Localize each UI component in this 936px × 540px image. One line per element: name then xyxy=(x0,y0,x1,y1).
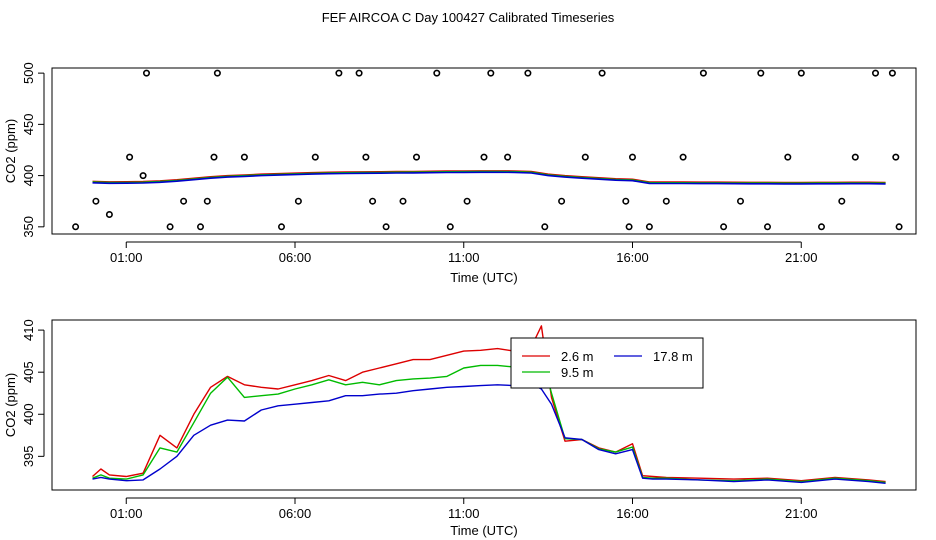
data-point xyxy=(143,69,151,77)
data-point xyxy=(355,69,363,77)
x-tick-label: 21:00 xyxy=(785,506,818,521)
series-line xyxy=(92,355,886,484)
data-point xyxy=(784,153,792,161)
data-point xyxy=(463,197,471,205)
y-tick-label: 400 xyxy=(21,403,36,425)
data-point xyxy=(92,197,100,205)
x-tick-label: 11:00 xyxy=(448,250,480,265)
data-point xyxy=(294,197,302,205)
legend-box xyxy=(510,337,704,389)
data-point xyxy=(139,172,147,180)
series-area xyxy=(72,69,903,231)
data-point xyxy=(720,223,728,231)
data-point xyxy=(895,223,903,231)
data-point xyxy=(446,223,454,231)
data-point xyxy=(892,153,900,161)
x-tick-label: 21:00 xyxy=(785,250,818,265)
x-tick-label: 16:00 xyxy=(616,250,649,265)
x-tick-label: 01:00 xyxy=(110,250,143,265)
data-point xyxy=(871,69,879,77)
data-point xyxy=(888,69,896,77)
data-point xyxy=(541,223,549,231)
data-point xyxy=(558,197,566,205)
data-point xyxy=(838,197,846,205)
y-tick-label: 400 xyxy=(21,165,36,187)
data-point xyxy=(625,223,633,231)
data-point xyxy=(622,197,630,205)
x-tick-label: 06:00 xyxy=(279,250,312,265)
x-axis-label: Time (UTC) xyxy=(450,270,517,285)
x-axis-label: Time (UTC) xyxy=(450,523,517,538)
co2-point-chart: 01:00 06:00 11:00 16:00 21:00 350 400 450 500 T… xyxy=(3,62,917,285)
data-point xyxy=(662,197,670,205)
data-point xyxy=(362,153,370,161)
x-tick-label: 16:00 xyxy=(616,506,649,521)
figure-title: FEF AIRCOA C Day 100427 Calibrated Times… xyxy=(322,10,615,25)
x-tick-label: 11:00 xyxy=(448,506,480,521)
series-line xyxy=(92,383,886,484)
x-axis: 01:00 06:00 11:00 16:00 21:00 xyxy=(110,497,818,521)
x-tick-label: 01:00 xyxy=(110,506,143,521)
data-point xyxy=(433,69,441,77)
co2-line-green xyxy=(92,170,886,184)
data-point xyxy=(203,197,211,205)
data-point xyxy=(412,153,420,161)
legend: 2.6 m 9.5 m 17.8 m xyxy=(510,337,704,389)
data-point xyxy=(628,153,636,161)
data-point xyxy=(166,223,174,231)
data-point xyxy=(240,153,248,161)
y-tick-label: 395 xyxy=(21,445,36,467)
data-point xyxy=(851,153,859,161)
y-axis-label: CO2 (ppm) xyxy=(3,119,18,183)
data-point xyxy=(105,211,113,219)
data-point xyxy=(382,223,390,231)
y-tick-label: 410 xyxy=(21,319,36,341)
plot-frame xyxy=(51,319,917,491)
data-point xyxy=(487,69,495,77)
data-point xyxy=(757,69,765,77)
data-point xyxy=(581,153,589,161)
data-point xyxy=(180,197,188,205)
data-point xyxy=(817,223,825,231)
data-point xyxy=(335,69,343,77)
series-area xyxy=(92,325,886,484)
data-point xyxy=(524,69,532,77)
data-point xyxy=(210,153,218,161)
data-point xyxy=(598,69,606,77)
data-point xyxy=(399,197,407,205)
data-point xyxy=(277,223,285,231)
co2-line xyxy=(92,171,886,185)
co2-line-chart: 01:00 06:00 11:00 16:00 21:00 395 400 405 410 T… xyxy=(3,319,917,538)
y-tick-label: 500 xyxy=(21,62,36,84)
data-point xyxy=(480,153,488,161)
data-point xyxy=(369,197,377,205)
data-point xyxy=(311,153,319,161)
data-point xyxy=(699,69,707,77)
data-point xyxy=(645,223,653,231)
data-point xyxy=(763,223,771,231)
series-line xyxy=(92,325,886,483)
y-tick-label: 405 xyxy=(21,361,36,383)
legend-label-2-6m: 2.6 m xyxy=(561,349,594,364)
data-point xyxy=(504,153,512,161)
data-point xyxy=(213,69,221,77)
y-axis-label: CO2 (ppm) xyxy=(3,373,18,437)
y-axis: 350 400 450 500 xyxy=(21,62,45,238)
plot-frame xyxy=(51,67,917,235)
data-point xyxy=(72,223,80,231)
y-axis: 395 400 405 410 xyxy=(21,319,45,467)
data-point xyxy=(797,69,805,77)
data-point xyxy=(126,153,134,161)
y-tick-label: 450 xyxy=(21,114,36,136)
x-axis: 01:00 06:00 11:00 16:00 21:00 xyxy=(110,241,818,265)
data-point xyxy=(197,223,205,231)
legend-label-17-8m: 17.8 m xyxy=(653,349,693,364)
x-tick-label: 06:00 xyxy=(279,506,312,521)
data-point xyxy=(736,197,744,205)
data-point xyxy=(679,153,687,161)
legend-label-9-5m: 9.5 m xyxy=(561,365,594,380)
y-tick-label: 350 xyxy=(21,216,36,238)
